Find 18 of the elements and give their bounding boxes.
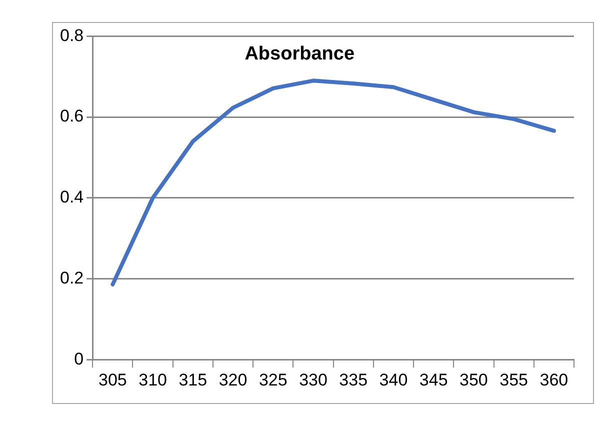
y-tick-label: 0.6 [60, 106, 84, 126]
chart-title: Absorbance [244, 43, 355, 64]
x-tick-label: 360 [540, 370, 568, 390]
x-tick-label: 315 [178, 370, 208, 390]
x-tick-label: 330 [299, 370, 328, 390]
x-tick-label: 320 [218, 370, 248, 390]
x-tick-label: 350 [460, 370, 488, 390]
y-tick-label: 0.8 [60, 26, 84, 45]
x-tick-label: 355 [500, 370, 528, 390]
y-tick-label: 0.4 [60, 188, 84, 207]
y-tick-label: 0 [74, 349, 84, 368]
x-tick-label: 325 [258, 370, 288, 390]
y-tick-label: 0.2 [60, 268, 84, 288]
x-tick-label: 335 [339, 370, 368, 390]
x-tick-label: 310 [138, 370, 167, 390]
x-tick-label: 345 [419, 370, 448, 390]
x-tick-label: 340 [379, 370, 408, 390]
x-tick-label: 305 [98, 370, 127, 390]
